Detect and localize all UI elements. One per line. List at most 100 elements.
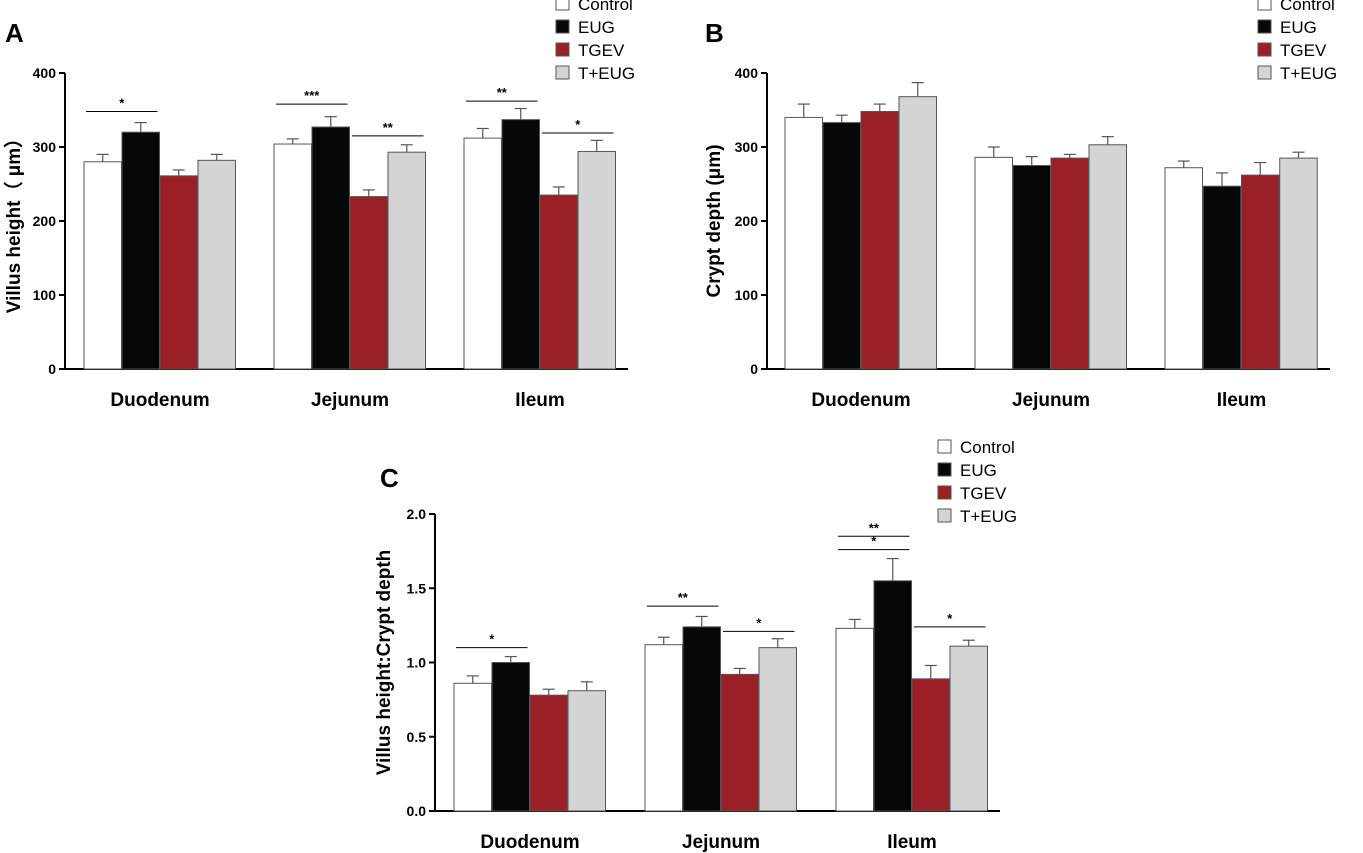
legend-label: EUG bbox=[1280, 18, 1317, 37]
legend-label: EUG bbox=[578, 18, 615, 37]
legend-label: Control bbox=[1280, 0, 1335, 14]
category-label: Duodenum bbox=[480, 832, 579, 853]
y-axis-label: Villus height（ μm） bbox=[2, 129, 25, 313]
y-tick-label: 0 bbox=[750, 361, 758, 377]
bar-t-eug bbox=[567, 690, 606, 812]
significance-label: * bbox=[489, 632, 495, 647]
bar-control bbox=[83, 161, 122, 370]
y-tick-label: 200 bbox=[33, 213, 57, 229]
bar-tgev bbox=[159, 175, 198, 370]
y-tick-label: 0.5 bbox=[407, 729, 427, 745]
significance-label: * bbox=[871, 534, 877, 549]
bar-tgev bbox=[860, 110, 899, 370]
bar-t-eug bbox=[197, 159, 236, 370]
significance-label: * bbox=[575, 117, 581, 132]
bar-control bbox=[453, 682, 492, 812]
y-tick-label: 400 bbox=[735, 65, 759, 81]
legend-label: TGEV bbox=[1280, 41, 1327, 60]
y-tick-label: 1.0 bbox=[407, 655, 427, 671]
legend-label: EUG bbox=[960, 461, 997, 480]
category-label: Ileum bbox=[1217, 390, 1267, 411]
legend-label: Control bbox=[578, 0, 633, 14]
bar-tgev bbox=[911, 678, 950, 812]
significance-label: ** bbox=[869, 520, 880, 535]
bar-eug bbox=[121, 131, 160, 370]
bar-control bbox=[644, 644, 683, 812]
bar-tgev bbox=[720, 673, 759, 812]
legend-swatch bbox=[555, 42, 570, 57]
bar-t-eug bbox=[949, 645, 988, 812]
panel-letter: C bbox=[380, 463, 399, 493]
legend-label: TGEV bbox=[960, 484, 1007, 503]
y-tick-label: 200 bbox=[735, 213, 759, 229]
significance-label: ** bbox=[383, 120, 394, 135]
significance-label: ** bbox=[497, 85, 508, 100]
legend-swatch bbox=[1257, 42, 1272, 57]
y-tick-label: 0 bbox=[48, 361, 56, 377]
bar-eug bbox=[1012, 165, 1051, 370]
bar-t-eug bbox=[577, 150, 616, 370]
chart-panel-c: C 0.0 0.5 1.0 1.5 2.0 Villus height:Crypt dept… bbox=[374, 438, 1017, 853]
category-label: Duodenum bbox=[110, 390, 209, 411]
legend-swatch bbox=[937, 439, 952, 454]
significance-label: * bbox=[119, 95, 125, 110]
legend-swatch bbox=[937, 485, 952, 500]
category-label: Ileum bbox=[515, 390, 565, 411]
legend-swatch bbox=[937, 462, 952, 477]
category-label: Jejunum bbox=[1012, 390, 1090, 411]
y-axis-label: Villus height:Crypt depth bbox=[374, 550, 395, 776]
significance-label: ** bbox=[678, 590, 689, 605]
bar-t-eug bbox=[898, 96, 937, 370]
bar-control bbox=[463, 137, 502, 370]
legend-label: T+EUG bbox=[1280, 64, 1337, 83]
legend-swatch bbox=[1257, 65, 1272, 80]
bar-eug bbox=[311, 126, 350, 370]
category-label: Ileum bbox=[887, 832, 937, 853]
bar-eug bbox=[1202, 185, 1242, 370]
y-axis-label: Crypt depth (μm) bbox=[704, 144, 725, 297]
bar-eug bbox=[822, 122, 861, 370]
bar-control bbox=[835, 627, 874, 812]
legend-swatch bbox=[555, 65, 570, 80]
bar-control bbox=[784, 116, 823, 370]
bar-tgev bbox=[349, 196, 388, 370]
legend-label: T+EUG bbox=[960, 507, 1017, 526]
bar-t-eug bbox=[758, 647, 797, 812]
bar-control bbox=[1164, 167, 1203, 370]
bar-eug bbox=[682, 626, 721, 812]
significance-label: * bbox=[756, 615, 762, 630]
panel-letter: A bbox=[5, 18, 24, 48]
bar-tgev bbox=[539, 194, 578, 370]
legend-swatch bbox=[1257, 0, 1272, 11]
bar-control bbox=[974, 156, 1013, 370]
y-tick-label: 100 bbox=[735, 287, 759, 303]
chart-panel-b: B 0 100 200 300 400 Crypt depth (μm) Duodenum Je… bbox=[704, 0, 1337, 411]
legend-swatch bbox=[555, 0, 570, 11]
y-tick-label: 2.0 bbox=[407, 506, 427, 522]
y-tick-label: 400 bbox=[33, 65, 57, 81]
bar-eug bbox=[501, 119, 540, 370]
y-tick-label: 0.0 bbox=[407, 803, 427, 819]
bar-eug bbox=[491, 662, 530, 812]
y-tick-label: 300 bbox=[33, 139, 57, 155]
bar-eug bbox=[873, 580, 912, 812]
bar-tgev bbox=[1241, 174, 1280, 370]
panel-letter: B bbox=[705, 18, 724, 48]
y-tick-label: 1.5 bbox=[407, 580, 427, 596]
bar-t-eug bbox=[387, 151, 426, 370]
bar-control bbox=[273, 143, 312, 370]
category-label: Jejunum bbox=[311, 390, 389, 411]
bar-tgev bbox=[529, 694, 568, 812]
chart-panel-a: A 0 100 200 300 400 Villus height（ μm） Duodenum… bbox=[2, 0, 635, 411]
legend-swatch bbox=[937, 508, 952, 523]
category-label: Duodenum bbox=[811, 390, 910, 411]
significance-label: *** bbox=[304, 88, 320, 103]
y-tick-label: 300 bbox=[735, 139, 759, 155]
legend-label: Control bbox=[960, 438, 1015, 457]
legend-swatch bbox=[555, 19, 570, 34]
y-tick-label: 100 bbox=[33, 287, 57, 303]
legend-label: T+EUG bbox=[578, 64, 635, 83]
bar-t-eug bbox=[1279, 157, 1318, 370]
significance-label: * bbox=[947, 611, 953, 626]
